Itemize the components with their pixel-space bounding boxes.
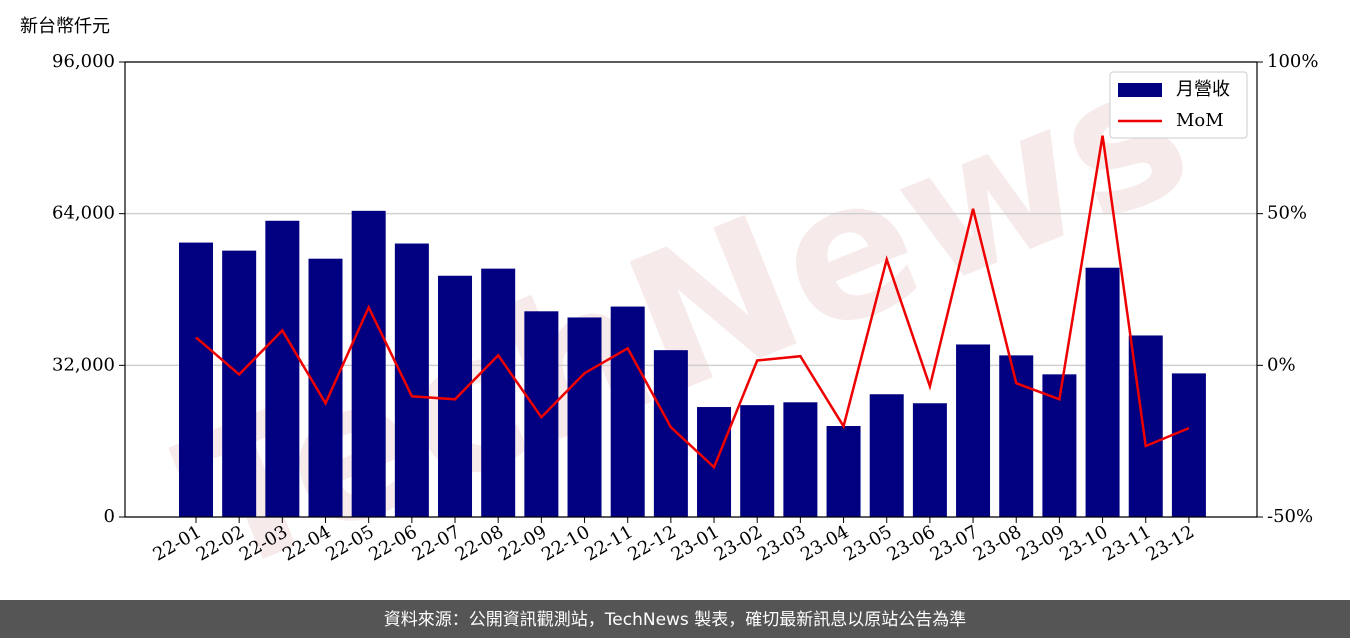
y2-tick-label: 0% (1267, 354, 1296, 375)
footer-bar (0, 600, 1350, 638)
legend-label: MoM (1176, 110, 1224, 131)
bar (740, 405, 775, 517)
y2-tick-label: -50% (1267, 506, 1313, 527)
y-tick-label: 64,000 (52, 203, 115, 224)
bar (697, 407, 732, 517)
bar (524, 311, 559, 517)
x-tick-label: 23-01 (668, 521, 723, 565)
x-tick-label: 22-01 (150, 521, 205, 565)
y2-tick-label: 100% (1267, 51, 1318, 72)
x-tick-label: 23-10 (1056, 521, 1111, 565)
bar (1171, 373, 1206, 517)
bar (956, 344, 991, 517)
legend-label: 月營收 (1176, 79, 1230, 100)
bar (308, 258, 343, 517)
y-tick-label: 0 (104, 506, 115, 527)
y-tick-label: 96,000 (52, 51, 115, 72)
bar (351, 210, 386, 517)
bar (783, 402, 818, 517)
bar (653, 350, 688, 517)
bar (179, 242, 213, 517)
y-tick-label: 32,000 (52, 354, 115, 375)
x-tick-label: 23-02 (711, 521, 766, 565)
plot-frame (124, 61, 1258, 518)
bar (610, 306, 645, 517)
x-tick-label: 23-08 (970, 521, 1025, 565)
x-tick-label: 23-03 (754, 521, 809, 565)
x-tick-label: 23-12 (1142, 521, 1197, 565)
bar (481, 268, 516, 517)
bar (1085, 267, 1120, 517)
footer: 資料來源：公開資訊觀測站，TechNews 製表，確切最新訊息以原站公告為準 (384, 610, 966, 630)
bar (826, 426, 861, 517)
bar (567, 317, 602, 517)
legend-swatch (1118, 83, 1162, 97)
bar (912, 403, 947, 517)
bar (394, 243, 429, 517)
x-tick-label: 22-12 (624, 521, 679, 565)
bar (869, 394, 904, 517)
bar (265, 220, 300, 517)
x-tick-label: 22-09 (495, 521, 550, 565)
x-tick-label: 23-09 (1013, 521, 1068, 565)
x-tick-label: 23-07 (927, 521, 982, 565)
x-tick-label: 22-11 (581, 521, 636, 565)
x-tick-label: 23-04 (797, 521, 852, 565)
y2-tick-label: 50% (1267, 203, 1307, 224)
line (195, 135, 1190, 470)
x-tick-label: 23-05 (840, 521, 895, 565)
bar (222, 250, 257, 517)
x-tick-label: 23-06 (883, 521, 938, 565)
bar (438, 275, 473, 517)
x-tick-label: 23-11 (1099, 521, 1154, 565)
y-axis-label: 新台幣仟元 (20, 16, 110, 37)
x-tick-label: 22-10 (538, 521, 593, 565)
x-tick-label: 22-08 (452, 521, 507, 565)
